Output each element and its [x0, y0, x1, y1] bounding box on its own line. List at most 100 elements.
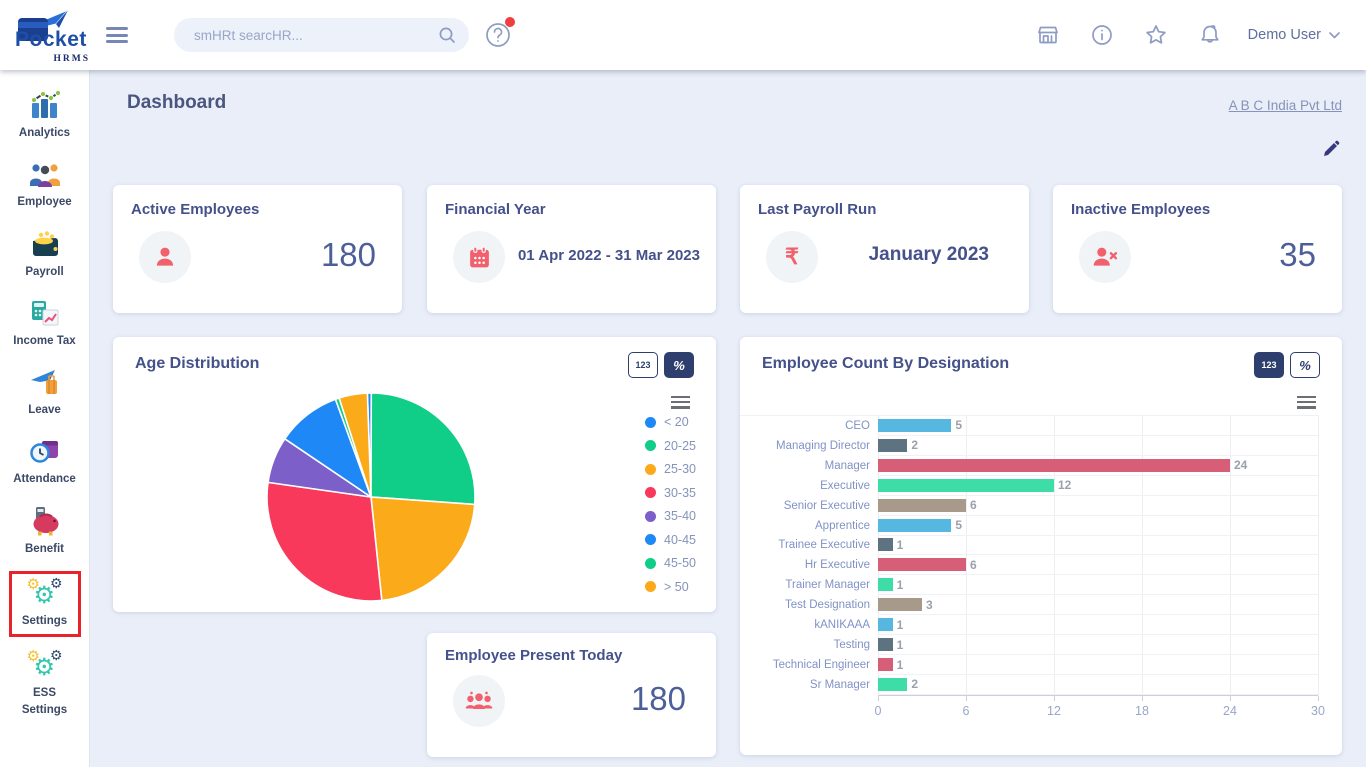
sidebar-item-employee[interactable]: Employee — [9, 155, 81, 215]
people-group-icon — [453, 675, 505, 727]
notifications-button[interactable] — [1198, 23, 1222, 47]
bar-category-label: Technical Engineer — [772, 659, 870, 672]
count-toggle[interactable]: 123 — [1254, 352, 1284, 378]
bar-value: 2 — [911, 677, 919, 692]
bar-Testing[interactable] — [878, 638, 893, 652]
chart-menu-icon[interactable] — [671, 393, 690, 411]
bar-Hr Executive[interactable] — [878, 558, 966, 572]
bar-Managing Director[interactable] — [878, 438, 908, 452]
pocket-hrms-logo[interactable]: Pocket HRMS — [14, 6, 92, 64]
bar-Test Designation[interactable] — [878, 598, 922, 612]
wallet-plane-icon — [18, 9, 69, 41]
company-link[interactable]: A B C India Pvt Ltd — [1228, 98, 1342, 113]
present-today-value: 180 — [630, 680, 686, 717]
store-button[interactable] — [1036, 23, 1060, 47]
info-icon — [1091, 25, 1112, 45]
sidebar-item-analytics[interactable]: Analytics — [9, 86, 81, 146]
star-icon — [1145, 25, 1166, 44]
logo-word: Pocket — [15, 28, 87, 51]
pie-legend: < 20 20-25 25-30 30-35 35-40 40-45 45-50 > 50 — [645, 413, 696, 596]
bar-value: 3 — [926, 597, 933, 612]
legend-dot — [645, 581, 657, 592]
count-toggle[interactable]: 123 — [628, 352, 658, 378]
bar-Executive[interactable] — [878, 478, 1054, 492]
edit-button[interactable] — [1322, 140, 1340, 163]
bar-Senior Executive[interactable] — [878, 498, 966, 512]
sidebar-item-settings[interactable]: ⚙ ⚙ ⚙ Settings — [8, 570, 81, 637]
bar-Trainee Executive[interactable] — [878, 538, 893, 552]
percent-toggle[interactable]: % — [664, 352, 694, 378]
chevron-down-icon — [1329, 31, 1340, 38]
pie-slice-25-30[interactable] — [370, 496, 476, 602]
chart-menu-icon[interactable] — [1297, 393, 1316, 411]
bar-category-label: kANIKAAA — [814, 619, 870, 632]
legend-label: 35-40 — [664, 509, 696, 523]
bar-Trainer Manager[interactable] — [878, 578, 893, 592]
active-employees-value: 180 — [320, 236, 376, 273]
legend-item[interactable]: 30-35 — [645, 484, 696, 502]
bar-row: Executive 12 — [740, 476, 1318, 496]
bar-row: Manager 24 — [740, 456, 1318, 476]
legend-label: 45-50 — [664, 556, 696, 570]
legend-label: < 20 — [664, 415, 689, 429]
x-tick-label: 6 — [962, 704, 970, 718]
bar-Manager[interactable] — [878, 458, 1230, 472]
legend-item[interactable]: 40-45 — [645, 531, 696, 549]
bar-value: 1 — [896, 577, 904, 592]
bar-category-label: Testing — [833, 639, 870, 652]
bar-value: 24 — [1234, 458, 1248, 473]
sidebar-item-income-tax[interactable]: Income Tax — [9, 294, 81, 354]
sidebar-item-payroll[interactable]: Payroll — [9, 225, 81, 285]
legend-dot — [645, 510, 657, 522]
sidebar-item-ess-settings[interactable]: ⚙ ⚙ ⚙ ESS Settings — [9, 646, 81, 724]
legend-item[interactable]: > 50 — [645, 578, 696, 596]
bar-category-label: Trainee Executive — [778, 539, 870, 552]
bar-Apprentice[interactable] — [878, 518, 952, 532]
legend-item[interactable]: < 20 — [645, 413, 696, 431]
help-button[interactable] — [483, 17, 515, 50]
person-icon — [139, 231, 191, 283]
legend-item[interactable]: 35-40 — [645, 507, 696, 525]
search-input[interactable] — [194, 27, 437, 43]
x-axis: 0 6 12 18 24 30 — [875, 695, 1325, 719]
search-bar — [174, 18, 469, 52]
bar-kANIKAAA[interactable] — [878, 618, 893, 632]
bar-category-label: Test Designation — [784, 599, 870, 612]
sidebar-item-leave[interactable]: Leave — [9, 363, 81, 423]
x-tick-label: 30 — [1311, 704, 1325, 718]
bar-row: Sr Manager 2 — [740, 675, 1318, 695]
favorites-button[interactable] — [1144, 23, 1168, 47]
bar-category-label: Senior Executive — [783, 499, 870, 512]
search-icon[interactable] — [437, 25, 457, 45]
legend-item[interactable]: 25-30 — [645, 460, 696, 478]
chart-title: Employee Count By Designation — [762, 355, 1010, 372]
attendance-icon — [9, 435, 81, 467]
sidebar-item-benefit[interactable]: Benefit — [9, 502, 81, 562]
bar-CEO[interactable] — [878, 418, 952, 432]
user-name: Demo User — [1247, 27, 1321, 43]
legend-item[interactable]: 45-50 — [645, 554, 696, 572]
pie-slice-20-25[interactable] — [370, 392, 476, 506]
bar-Technical Engineer[interactable] — [878, 658, 893, 672]
legend-label: 30-35 — [664, 485, 696, 500]
rupee-icon: ₹ — [766, 231, 818, 283]
hamburger-menu-icon[interactable] — [106, 24, 130, 47]
legend-dot — [645, 487, 657, 498]
designation-toggle-group: 123 % — [1254, 352, 1320, 378]
store-icon — [1037, 26, 1058, 44]
calendar-icon — [453, 231, 505, 283]
user-menu[interactable]: Demo User — [1248, 27, 1340, 43]
income-tax-icon — [9, 297, 81, 329]
legend-dot — [645, 416, 657, 428]
bar-category-label: CEO — [845, 419, 870, 432]
legend-item[interactable]: 20-25 — [645, 437, 696, 455]
bar-Sr Manager[interactable] — [878, 677, 908, 691]
legend-label: 25-30 — [664, 462, 696, 476]
info-button[interactable] — [1090, 23, 1114, 47]
percent-toggle[interactable]: % — [1290, 352, 1320, 378]
sidebar-item-attendance[interactable]: Attendance — [9, 432, 81, 492]
pie-slice-> 50[interactable] — [338, 392, 372, 498]
page-title: Dashboard — [127, 92, 227, 113]
pie-slice-30-35[interactable] — [266, 481, 383, 602]
